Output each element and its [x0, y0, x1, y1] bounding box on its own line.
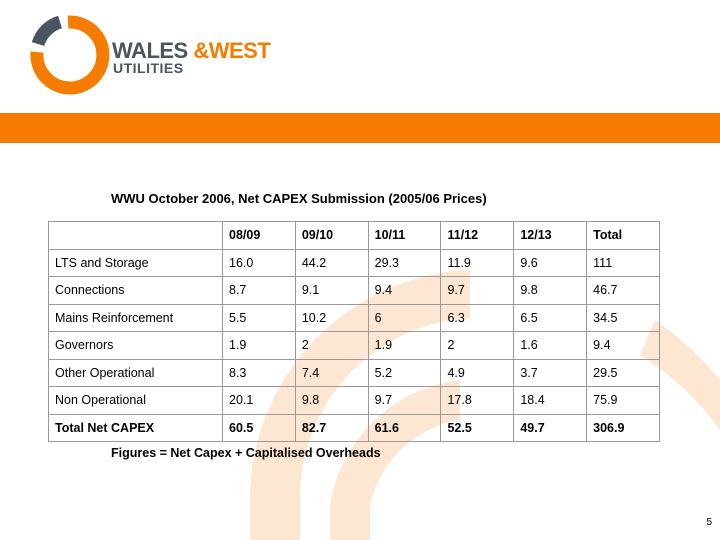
table-total-row: Total Net CAPEX 60.5 82.7 61.6 52.5 49.7… [48, 413, 660, 442]
ring-logo-icon [30, 15, 110, 95]
footnote: Figures = Net Capex + Capitalised Overhe… [111, 446, 381, 460]
table-cell: 10.2 [294, 303, 369, 332]
table-cell: 9.1 [294, 276, 369, 305]
table-header-row: 08/09 09/10 10/11 11/12 12/13 Total [48, 221, 660, 250]
table-cell: 306.9 [586, 413, 660, 442]
table-cell: 9.8 [294, 386, 369, 415]
table-cell: 6.3 [440, 303, 515, 332]
page-number: 5 [706, 517, 712, 528]
table-cell: 4.9 [440, 358, 515, 387]
table-cell: 75.9 [586, 386, 660, 415]
row-label: Governors [48, 331, 223, 360]
table-row: Other Operational 8.3 7.4 5.2 4.9 3.7 29… [48, 358, 660, 387]
table-cell: 9.8 [513, 276, 588, 305]
table-cell: 111 [586, 248, 660, 277]
slide-title: WWU October 2006, Net CAPEX Submission (… [111, 191, 487, 206]
row-label: Other Operational [48, 358, 223, 387]
header-cell: 11/12 [440, 221, 515, 250]
header-cell: 12/13 [513, 221, 588, 250]
table-row: LTS and Storage 16.0 44.2 29.3 11.9 9.6 … [48, 248, 660, 277]
table-row: Mains Reinforcement 5.5 10.2 6 6.3 6.5 3… [48, 303, 660, 332]
table-cell: 1.6 [513, 331, 588, 360]
row-label: Non Operational [48, 386, 223, 415]
table-cell: 46.7 [586, 276, 660, 305]
table-cell: 11.9 [440, 248, 515, 277]
table-cell: 34.5 [586, 303, 660, 332]
header-cell: Total [586, 221, 660, 250]
table-cell: 5.2 [367, 358, 442, 387]
table-cell: 16.0 [222, 248, 296, 277]
table-cell: 82.7 [294, 413, 369, 442]
table-cell: 49.7 [513, 413, 588, 442]
row-label: LTS and Storage [48, 248, 223, 277]
header-cell: 08/09 [222, 221, 296, 250]
header-cell [48, 221, 223, 250]
header-cell: 10/11 [367, 221, 442, 250]
table-cell: 17.8 [440, 386, 515, 415]
row-label: Connections [48, 276, 223, 305]
table-row: Governors 1.9 2 1.9 2 1.6 9.4 [48, 331, 660, 360]
header-band [0, 113, 720, 143]
brand-name-part-2: &WEST [193, 38, 271, 63]
table-cell: 8.7 [222, 276, 296, 305]
capex-table: 08/09 09/10 10/11 11/12 12/13 Total LTS … [48, 221, 660, 442]
table-cell: 8.3 [222, 358, 296, 387]
table-cell: 18.4 [513, 386, 588, 415]
header-cell: 09/10 [294, 221, 369, 250]
table-cell: 20.1 [222, 386, 296, 415]
table-cell: 61.6 [367, 413, 442, 442]
row-label: Total Net CAPEX [48, 413, 223, 442]
table-cell: 29.5 [586, 358, 660, 387]
table-cell: 5.5 [222, 303, 296, 332]
table-cell: 9.7 [367, 386, 442, 415]
table-cell: 3.7 [513, 358, 588, 387]
table-cell: 7.4 [294, 358, 369, 387]
company-logo [30, 14, 270, 98]
table-cell: 1.9 [367, 331, 442, 360]
row-label: Mains Reinforcement [48, 303, 223, 332]
brand-name-part-1: WALES [112, 38, 188, 63]
table-cell: 9.6 [513, 248, 588, 277]
table-cell: 9.7 [440, 276, 515, 305]
table-cell: 9.4 [586, 331, 660, 360]
table-row: Connections 8.7 9.1 9.4 9.7 9.8 46.7 [48, 276, 660, 305]
table-cell: 60.5 [222, 413, 296, 442]
brand-subtitle: UTILITIES [113, 60, 184, 76]
table-cell: 1.9 [222, 331, 296, 360]
table-cell: 2 [294, 331, 369, 360]
table-cell: 9.4 [367, 276, 442, 305]
table-row: Non Operational 20.1 9.8 9.7 17.8 18.4 7… [48, 386, 660, 415]
table-cell: 44.2 [294, 248, 369, 277]
brand-name: WALES &WEST [112, 38, 271, 63]
table-cell: 6 [367, 303, 442, 332]
table-cell: 6.5 [513, 303, 588, 332]
table-cell: 2 [440, 331, 515, 360]
table-cell: 52.5 [440, 413, 515, 442]
table-cell: 29.3 [367, 248, 442, 277]
